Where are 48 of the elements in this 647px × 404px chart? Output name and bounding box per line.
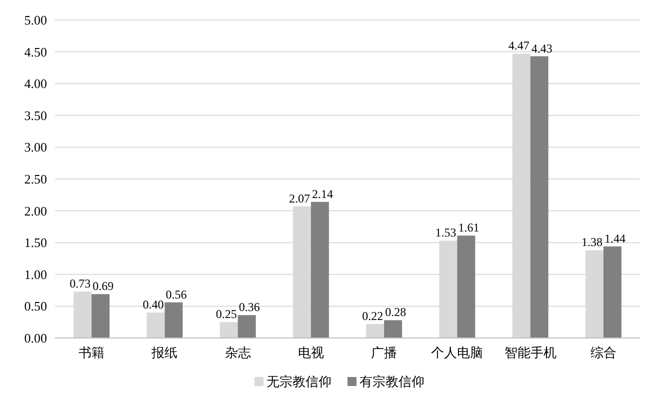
x-tick-label: 综合	[590, 345, 616, 360]
data-label: 0.25	[216, 307, 237, 322]
bar	[238, 315, 256, 338]
x-tick-label: 书籍	[78, 345, 105, 360]
x-tick-label: 电视	[298, 345, 324, 360]
y-tick-label: 4.50	[24, 44, 47, 60]
x-tick-label: 智能手机	[504, 345, 556, 360]
data-label: 0.56	[166, 287, 187, 302]
y-tick-label: 2.50	[24, 172, 47, 186]
data-label: 2.07	[288, 191, 310, 206]
data-label: 1.61	[458, 220, 480, 235]
y-tick-label: 3.50	[24, 108, 47, 123]
bar	[164, 302, 183, 338]
data-label: 1.53	[435, 226, 456, 240]
bar	[220, 322, 238, 338]
data-label: 0.40	[142, 298, 164, 312]
data-label: 4.47	[508, 38, 530, 53]
data-label: 1.44	[604, 231, 626, 246]
y-tick-label: 1.50	[24, 235, 47, 250]
bar	[366, 324, 384, 338]
data-label: 0.22	[362, 309, 384, 324]
data-label: 1.38	[581, 235, 602, 250]
bar	[457, 236, 476, 338]
bar	[384, 320, 402, 338]
x-tick-label: 个人电脑	[431, 345, 484, 360]
data-label: 2.14	[312, 186, 333, 201]
legend-label: 有宗教信仰	[360, 374, 424, 389]
bar	[603, 246, 622, 338]
y-tick-label: 4.00	[24, 76, 47, 92]
x-tick-label: 报纸	[150, 345, 178, 360]
y-tick-label: 0.50	[24, 298, 47, 314]
y-tick-label: 5.00	[24, 12, 47, 28]
bar	[92, 294, 110, 338]
y-tick-label: 1.00	[24, 266, 47, 282]
data-label: 0.28	[385, 305, 406, 320]
bar	[310, 202, 329, 338]
y-tick-label: 3.00	[24, 140, 47, 155]
legend-label: 无宗教信仰	[266, 374, 332, 389]
y-tick-label: 0.00	[24, 330, 47, 346]
y-tick-label: 2.00	[24, 203, 47, 218]
data-label: 0.36	[238, 300, 260, 314]
x-tick-label: 杂志	[224, 345, 251, 360]
x-tick-label: 广播	[371, 345, 398, 360]
data-label: 0.69	[92, 279, 114, 294]
data-label: 0.73	[70, 276, 91, 291]
bar	[530, 56, 548, 338]
data-label: 4.43	[531, 41, 552, 56]
bar	[146, 312, 165, 338]
